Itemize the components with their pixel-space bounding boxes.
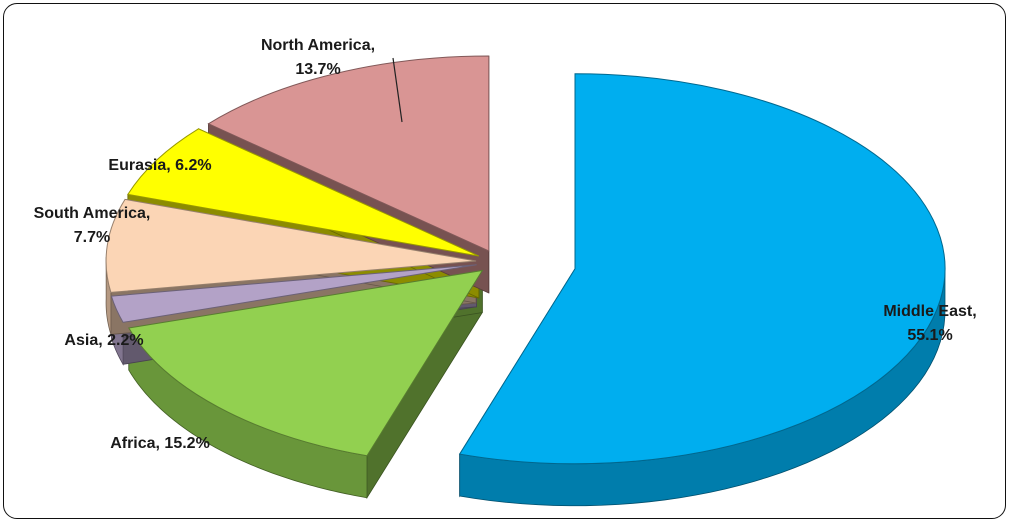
data-labels: Middle East, 55.1% Africa, 15.2% Asia, 2.2%… <box>34 37 977 452</box>
south-america-slice <box>105 198 477 293</box>
asia-data-label: Asia, 2.2% <box>64 332 143 349</box>
africa-data-label: Africa, 15.2% <box>110 435 210 452</box>
south-america-data-label: South America, 7.7% <box>34 205 151 246</box>
asia-slice <box>110 264 477 323</box>
africa-slice <box>128 269 484 457</box>
middle-east-data-label: Middle East, 55.1% <box>883 303 976 344</box>
slice-tops <box>105 55 946 465</box>
north-america-slice <box>207 55 490 252</box>
middle-east-slice <box>458 73 946 465</box>
eurasia-data-label: Eurasia, 6.2% <box>108 157 211 174</box>
north-america-data-label: North America, 13.7% <box>261 37 375 78</box>
north-america-leader-line <box>392 57 403 123</box>
eurasia-slice <box>127 128 480 257</box>
